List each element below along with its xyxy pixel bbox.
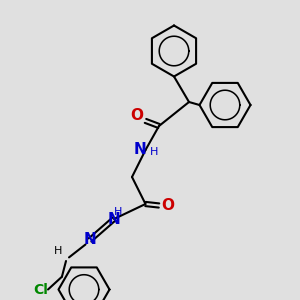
Text: N: N <box>84 232 96 247</box>
Text: H: H <box>114 207 123 218</box>
Text: O: O <box>130 108 143 123</box>
Text: H: H <box>54 245 63 256</box>
Text: N: N <box>134 142 146 158</box>
Text: O: O <box>161 198 175 213</box>
Text: Cl: Cl <box>33 283 48 296</box>
Text: N: N <box>108 212 120 226</box>
Text: H: H <box>150 147 158 158</box>
